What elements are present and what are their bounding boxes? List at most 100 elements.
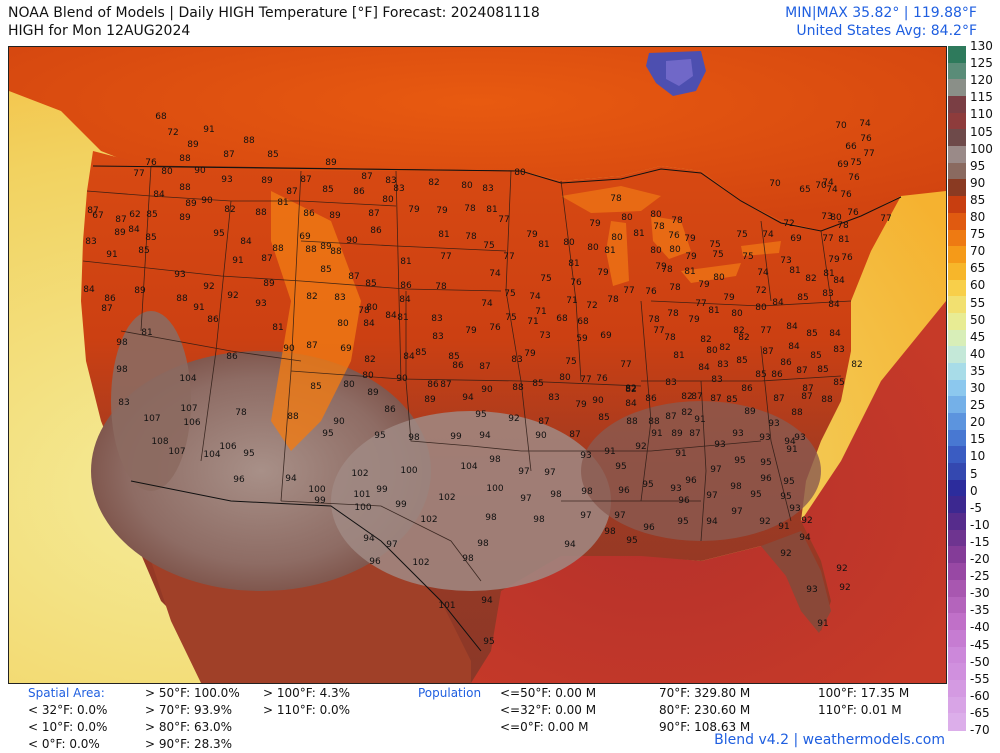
temp-label: 93	[794, 433, 805, 443]
temp-label: 94	[462, 393, 474, 403]
temp-label: 99	[450, 432, 462, 442]
colorbar-segment	[948, 46, 966, 64]
colorbar-segment	[948, 129, 966, 147]
temp-label: 77	[653, 326, 664, 336]
temp-label: 98	[462, 554, 474, 564]
plains-heat-core	[331, 411, 611, 591]
temp-label: 83	[431, 314, 442, 324]
colorbar-tick-label: -15	[970, 534, 990, 549]
colorbar-tick-label: 95	[970, 158, 986, 173]
temp-label: 85	[320, 265, 331, 275]
temp-label: 89	[424, 395, 436, 405]
temp-label: 87	[87, 206, 98, 216]
temp-label: 79	[524, 349, 536, 359]
temp-label: 78	[464, 204, 476, 214]
temp-label: 72	[586, 301, 597, 311]
temp-label: 81	[604, 246, 615, 256]
temp-label: 95	[483, 637, 494, 647]
temp-label: 87	[689, 429, 700, 439]
temp-label: 98	[730, 482, 742, 492]
pop-100: 100°F: 17.35 M	[818, 686, 910, 700]
temp-label: 81	[438, 230, 449, 240]
temp-label: 82	[306, 292, 317, 302]
temp-label: 80	[713, 273, 725, 283]
temp-label: 79	[589, 219, 601, 229]
temp-label: 89	[185, 199, 197, 209]
temp-label: 91	[604, 447, 615, 457]
temp-label: 94	[784, 437, 796, 447]
temp-label: 86	[384, 405, 396, 415]
temp-label: 86	[645, 394, 657, 404]
temp-label: 92	[780, 549, 791, 559]
temp-label: 66	[845, 142, 857, 152]
temp-label: 72	[783, 219, 794, 229]
temp-label: 81	[397, 313, 408, 323]
temp-label: 87	[538, 417, 549, 427]
temp-label: 80	[621, 213, 633, 223]
colorbar-segment	[948, 296, 966, 314]
temp-label: 95	[243, 449, 254, 459]
temp-label: 84	[83, 285, 95, 295]
temp-label: 70	[769, 179, 781, 189]
colorbar-tick-label: -10	[970, 517, 990, 532]
temp-label: 88	[648, 417, 660, 427]
temp-label: 82	[733, 326, 744, 336]
temp-label: 78	[671, 216, 683, 226]
temp-label: 82	[805, 274, 816, 284]
pop-90: 90°F: 108.63 M	[659, 720, 751, 734]
temp-label: 74	[481, 299, 493, 309]
colorbar-segment	[948, 529, 966, 548]
temp-label: 77	[498, 215, 509, 225]
temp-label: 69	[340, 344, 352, 354]
colorbar-tick-label: 110	[970, 107, 993, 122]
us-average-readout: United States Avg: 84.2°F	[796, 23, 977, 39]
pop-70: 70°F: 329.80 M	[659, 686, 751, 700]
colorbar-tick-label: 40	[970, 346, 986, 361]
colorbar-segment	[948, 713, 966, 731]
temp-label: 87	[801, 392, 812, 402]
temp-label: 84	[625, 399, 637, 409]
temp-label: 84	[385, 311, 397, 321]
temp-label: 86	[771, 370, 783, 380]
temp-label: 89	[329, 211, 341, 221]
temp-label: 69	[600, 331, 612, 341]
temp-label: 82	[719, 343, 730, 353]
temp-label: 79	[436, 206, 448, 216]
temp-label: 104	[460, 462, 477, 472]
temp-label: 84	[698, 363, 710, 373]
temp-label: 75	[504, 289, 515, 299]
colorbar-tick-label: 35	[970, 363, 986, 378]
colorbar-tick-label: -60	[970, 688, 990, 703]
colorbar-tick-label: 90	[970, 175, 986, 190]
colorbar-segment	[948, 146, 966, 164]
temp-label: 100	[354, 503, 371, 513]
temp-label: 97	[731, 507, 742, 517]
colorbar-tick-label: 75	[970, 227, 986, 242]
temp-label: 86	[207, 315, 219, 325]
temp-label: 95	[213, 229, 224, 239]
colorbar-tick-label: -20	[970, 552, 990, 566]
temp-label: 85	[736, 356, 747, 366]
temp-label: 74	[859, 119, 871, 129]
temp-label: 84	[772, 298, 784, 308]
temp-label: 94	[479, 431, 491, 441]
temp-label: 76	[570, 278, 582, 288]
temp-label: 79	[688, 315, 700, 325]
temp-label: 82	[364, 355, 375, 365]
colorbar-tick-label: 85	[970, 192, 986, 207]
temp-label: 98	[485, 513, 497, 523]
temp-label: 97	[614, 511, 625, 521]
temp-label: 81	[823, 269, 834, 279]
temp-label: 92	[836, 564, 847, 574]
temp-label: 85	[310, 382, 321, 392]
temp-label: 78	[661, 265, 673, 275]
temp-label: 71	[527, 317, 538, 327]
colorbar-tick-label: 15	[970, 432, 986, 447]
temp-label: 80	[669, 245, 681, 255]
temp-label: 83	[432, 332, 443, 342]
temp-label: 85	[806, 329, 817, 339]
temp-label: 98	[477, 539, 489, 549]
temp-label: 97	[518, 467, 529, 477]
temp-label: 76	[489, 323, 501, 333]
temp-label: 87	[665, 412, 676, 422]
